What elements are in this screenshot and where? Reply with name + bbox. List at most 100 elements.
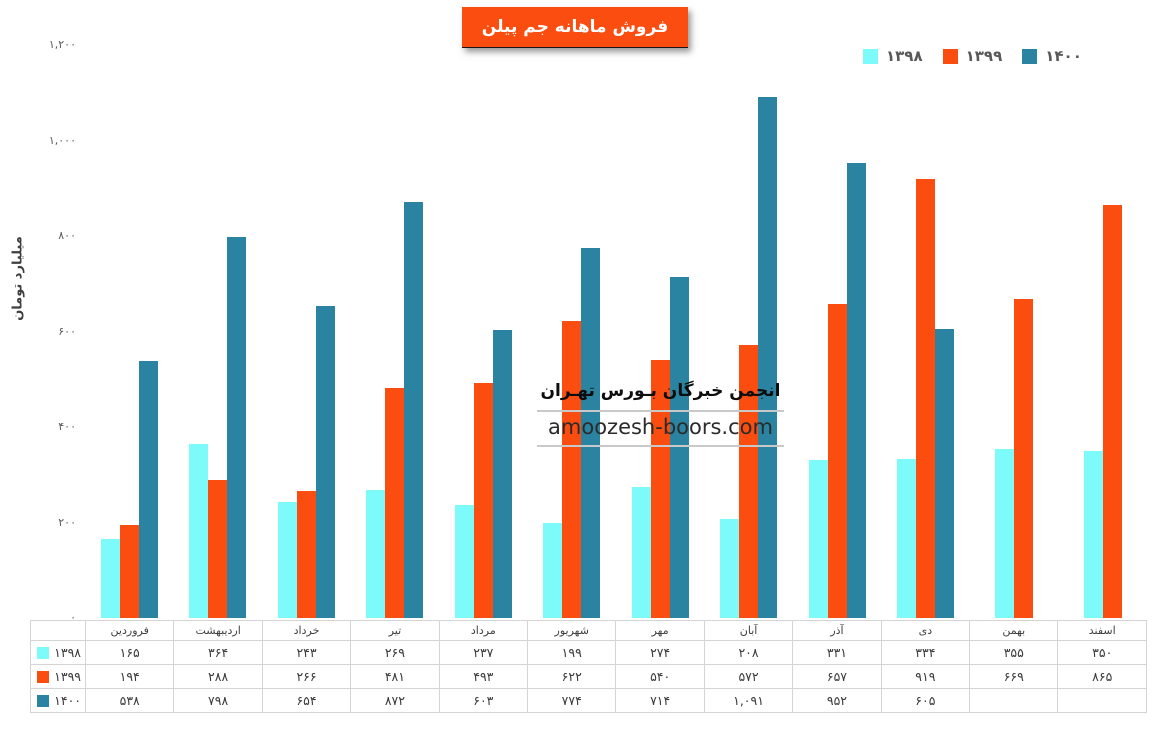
bar-y1399-m11 bbox=[1014, 298, 1034, 618]
cell-y1398-m1: ۱۶۵ bbox=[84, 640, 175, 665]
y-axis-tick-1200: ۱,۲۰۰ bbox=[48, 38, 76, 51]
bar-y1400-m7 bbox=[669, 277, 689, 618]
cell-y1400-m9: ۹۵۲ bbox=[792, 688, 882, 713]
bar-y1399-m2 bbox=[208, 480, 228, 618]
bar-y1398-m11 bbox=[995, 448, 1015, 618]
chart-title: فروش ماهانه جم پیلن bbox=[481, 17, 669, 37]
bar-y1400-m3 bbox=[315, 305, 335, 618]
bar-y1398-m5 bbox=[454, 504, 474, 618]
month-header-4: تیر bbox=[350, 620, 440, 641]
cell-y1398-m4: ۲۶۹ bbox=[350, 640, 440, 665]
legend-label-1400: ۱۴۰۰ bbox=[1045, 47, 1082, 65]
watermark-site-url: amoozesh-boors.com bbox=[548, 415, 773, 439]
bar-y1398-m2 bbox=[189, 444, 209, 618]
cell-y1399-m10: ۹۱۹ bbox=[880, 664, 971, 689]
bar-y1399-m4 bbox=[385, 388, 405, 618]
row-label-y1399: ۱۳۹۹ bbox=[54, 669, 81, 684]
bar-group-m4 bbox=[351, 45, 440, 618]
watermark-text-fa: انجمن خبرگان بـورس تهـران bbox=[540, 381, 781, 401]
chart-title-box: فروش ماهانه جم پیلن bbox=[462, 7, 688, 48]
cell-y1400-m8: ۱,۰۹۱ bbox=[703, 688, 794, 713]
row-swatch-y1400-icon bbox=[37, 694, 50, 707]
cell-y1399-m12: ۸۶۵ bbox=[1057, 664, 1147, 689]
cell-y1398-m11: ۳۵۵ bbox=[969, 640, 1059, 665]
legend-label-1399: ۱۳۹۹ bbox=[965, 47, 1003, 65]
cell-y1398-m2: ۳۶۴ bbox=[173, 640, 263, 665]
cell-y1399-m3: ۲۶۶ bbox=[261, 664, 352, 689]
bar-group-m3 bbox=[262, 45, 351, 618]
cell-y1399-m11: ۶۶۹ bbox=[969, 664, 1059, 689]
legend-label-1398: ۱۳۹۸ bbox=[886, 47, 923, 65]
bar-group-m9 bbox=[793, 45, 882, 618]
y-axis-tick-1000: ۱,۰۰۰ bbox=[48, 133, 76, 147]
bar-group-m8 bbox=[705, 45, 794, 618]
legend-swatch-1400-icon bbox=[1022, 48, 1038, 64]
month-header-11: بهمن bbox=[969, 620, 1059, 641]
bar-y1400-m5 bbox=[492, 330, 512, 618]
bar-y1399-m5 bbox=[473, 382, 493, 618]
cell-y1400-m2: ۷۹۸ bbox=[173, 688, 263, 713]
cell-y1400-m3: ۶۵۴ bbox=[261, 688, 352, 713]
bar-y1399-m9 bbox=[827, 304, 847, 618]
cell-y1400-m4: ۸۷۲ bbox=[350, 688, 440, 713]
bar-y1398-m10 bbox=[897, 458, 917, 618]
cell-y1400-m1: ۵۳۸ bbox=[84, 688, 175, 713]
cell-y1399-m6: ۶۲۲ bbox=[527, 664, 617, 689]
bar-group-m6 bbox=[528, 45, 617, 618]
data-table: فروردین اردیبهشت خرداد تیر مرداد شهریور مهر آبا… bbox=[30, 620, 1147, 713]
cell-y1400-m11 bbox=[969, 688, 1059, 713]
bar-y1400-m1 bbox=[138, 361, 158, 618]
legend-item-1400: ۱۴۰۰ bbox=[1022, 47, 1082, 65]
bar-y1399-m6 bbox=[562, 321, 582, 618]
table-row-y1400: ۱۴۰۰ ۵۳۸ ۷۹۸ ۶۵۴ ۸۷۲ ۶۰۳ ۷۷۴ ۷۱۴ ۱,۰۹۱ ۹۵۲ ۶۰۵ bbox=[30, 688, 1147, 713]
bar-y1400-m2 bbox=[227, 236, 247, 618]
legend-item-1398: ۱۳۹۸ bbox=[863, 47, 923, 65]
y-axis-tick-600: ۶۰۰ bbox=[58, 324, 76, 338]
table-header-row: فروردین اردیبهشت خرداد تیر مرداد شهریور مهر آبا… bbox=[30, 620, 1147, 641]
bar-y1400-m4 bbox=[404, 201, 424, 618]
month-header-12: اسفند bbox=[1057, 620, 1147, 641]
bar-group-m12 bbox=[1059, 45, 1148, 618]
cell-y1399-m1: ۱۹۴ bbox=[84, 664, 175, 689]
cell-y1398-m7: ۲۷۴ bbox=[615, 640, 705, 665]
month-header-8: آبان bbox=[703, 620, 794, 641]
bar-y1399-m10 bbox=[916, 179, 936, 618]
legend-swatch-1399-icon bbox=[942, 48, 958, 64]
bar-y1398-m12 bbox=[1083, 450, 1103, 618]
row-swatch-y1398-icon bbox=[37, 646, 50, 659]
cell-y1399-m2: ۲۸۸ bbox=[173, 664, 263, 689]
bar-y1398-m7 bbox=[631, 487, 651, 618]
row-header-content-y1399: ۱۳۹۹ bbox=[32, 669, 85, 684]
bar-group-m10 bbox=[882, 45, 971, 618]
bar-group-m7 bbox=[616, 45, 705, 618]
y-axis-tick-800: ۸۰۰ bbox=[58, 229, 76, 242]
y-axis-tick-200: ۲۰۰ bbox=[58, 515, 76, 529]
bar-y1398-m9 bbox=[808, 459, 828, 618]
bar-y1398-m1 bbox=[100, 539, 120, 618]
bar-y1400-m9 bbox=[846, 163, 866, 618]
bar-y1398-m8 bbox=[720, 518, 740, 618]
cell-y1400-m10: ۶۰۵ bbox=[880, 688, 971, 713]
bar-y1399-m7 bbox=[650, 360, 670, 618]
cell-y1398-m6: ۱۹۹ bbox=[527, 640, 617, 665]
cell-y1400-m5: ۶۰۳ bbox=[438, 688, 529, 713]
bar-y1398-m6 bbox=[543, 522, 563, 618]
cell-y1398-m9: ۳۳۱ bbox=[792, 640, 882, 665]
cell-y1398-m10: ۳۳۴ bbox=[880, 640, 971, 665]
watermark-divider-top bbox=[537, 410, 784, 412]
bar-y1400-m10 bbox=[935, 329, 955, 618]
row-swatch-y1399-icon bbox=[37, 670, 50, 683]
row-header-y1400: ۱۴۰۰ bbox=[30, 688, 86, 713]
plot-area bbox=[85, 45, 1147, 618]
cell-y1400-m7: ۷۱۴ bbox=[615, 688, 705, 713]
bar-group-m1 bbox=[85, 45, 174, 618]
bar-y1399-m12 bbox=[1102, 204, 1122, 618]
bar-y1400-m8 bbox=[758, 97, 778, 618]
cell-y1399-m8: ۵۷۲ bbox=[703, 664, 794, 689]
bar-y1398-m4 bbox=[366, 489, 386, 618]
legend: ۱۳۹۸ ۱۳۹۹ ۱۴۰۰ bbox=[863, 47, 1082, 65]
bar-group-m2 bbox=[174, 45, 263, 618]
legend-item-1399: ۱۳۹۹ bbox=[942, 47, 1003, 65]
row-label-y1400: ۱۴۰۰ bbox=[54, 693, 81, 708]
